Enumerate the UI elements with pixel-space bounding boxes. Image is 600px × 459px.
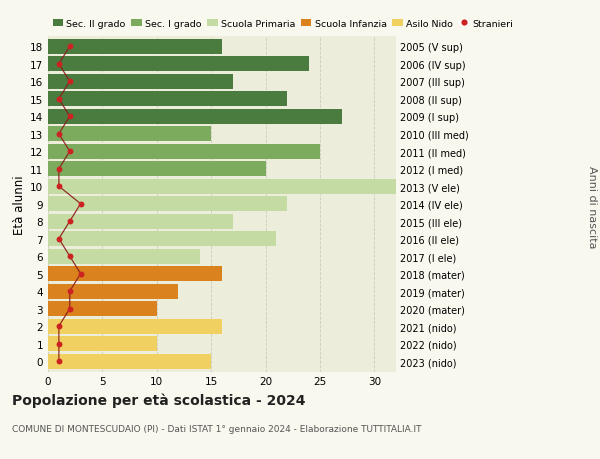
Bar <box>48 267 222 281</box>
Text: Popolazione per età scolastica - 2024: Popolazione per età scolastica - 2024 <box>12 392 305 407</box>
Point <box>54 96 64 103</box>
Point <box>65 218 74 225</box>
Bar <box>48 127 211 142</box>
Bar <box>48 57 309 72</box>
Bar <box>48 214 233 229</box>
Point <box>65 113 74 121</box>
Point <box>65 148 74 156</box>
Text: COMUNE DI MONTESCUDAIO (PI) - Dati ISTAT 1° gennaio 2024 - Elaborazione TUTTITAL: COMUNE DI MONTESCUDAIO (PI) - Dati ISTAT… <box>12 425 421 434</box>
Bar <box>48 232 277 246</box>
Point <box>54 323 64 330</box>
Point <box>65 288 74 295</box>
Point <box>54 358 64 365</box>
Bar <box>48 319 222 334</box>
Bar <box>48 302 157 316</box>
Point <box>65 305 74 313</box>
Bar <box>48 162 265 177</box>
Bar <box>48 40 222 55</box>
Bar <box>48 336 157 351</box>
Bar <box>48 197 287 212</box>
Point <box>65 78 74 86</box>
Point <box>65 44 74 51</box>
Point <box>54 166 64 173</box>
Bar <box>48 145 320 159</box>
Bar <box>48 75 233 90</box>
Bar <box>48 284 179 299</box>
Legend: Sec. II grado, Sec. I grado, Scuola Primaria, Scuola Infanzia, Asilo Nido, Stran: Sec. II grado, Sec. I grado, Scuola Prim… <box>53 19 513 28</box>
Point <box>54 183 64 190</box>
Bar <box>48 92 287 107</box>
Bar <box>48 110 341 124</box>
Point <box>76 270 85 278</box>
Bar <box>48 179 407 194</box>
Point <box>54 61 64 68</box>
Text: Anni di nascita: Anni di nascita <box>587 165 597 248</box>
Bar <box>48 354 211 369</box>
Y-axis label: Età alunni: Età alunni <box>13 174 26 234</box>
Point <box>65 253 74 260</box>
Point <box>54 340 64 347</box>
Bar <box>48 249 200 264</box>
Point <box>76 201 85 208</box>
Point <box>54 235 64 243</box>
Point <box>54 131 64 138</box>
